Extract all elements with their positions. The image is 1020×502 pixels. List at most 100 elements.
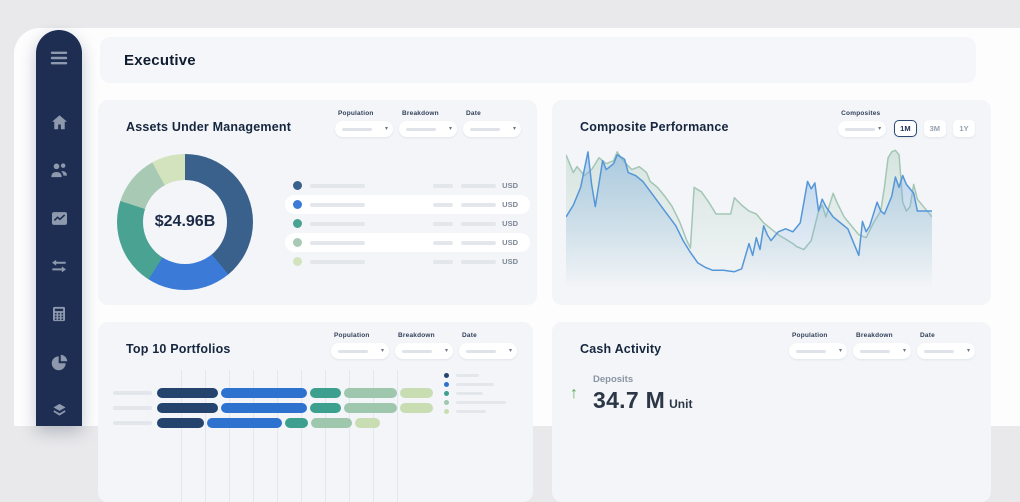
- portfolio-bars-chart[interactable]: [113, 388, 523, 433]
- portfolio-legend: [444, 371, 506, 416]
- series-color-dot: [293, 181, 302, 190]
- bar-segment[interactable]: [310, 403, 341, 413]
- chevron-down-icon: ▾: [512, 126, 516, 132]
- filter-select-composites[interactable]: ▾: [838, 121, 887, 137]
- portfolio-row: [113, 418, 523, 428]
- sidebar-item-clients[interactable]: [47, 158, 71, 182]
- filter-select-breakdown[interactable]: ▾: [395, 343, 453, 359]
- filter-select-population[interactable]: ▾: [335, 121, 393, 137]
- series-color-dot: [293, 200, 302, 209]
- bar-segment[interactable]: [310, 418, 353, 428]
- sidebar-item-performance[interactable]: [47, 206, 71, 230]
- deposits-metric: ↑ Deposits 34.7 M Unit: [570, 374, 692, 414]
- sidebar: [36, 30, 82, 426]
- top10-filters: Population ▾ Breakdown ▾ Date ▾: [331, 332, 517, 359]
- filter-label-population: Population: [792, 332, 828, 339]
- sidebar-item-transactions[interactable]: [47, 254, 71, 278]
- users-icon: [49, 160, 69, 180]
- select-placeholder: [796, 349, 826, 353]
- filter-select-population[interactable]: ▾: [789, 343, 847, 359]
- filter-select-population[interactable]: ▾: [331, 343, 389, 359]
- filter-select-date[interactable]: ▾: [459, 343, 517, 359]
- select-placeholder: [845, 127, 876, 131]
- filter-label-date: Date: [462, 332, 477, 339]
- asset-row: USD: [285, 195, 530, 214]
- aum-filters: Population ▾ Breakdown ▾ Date ▾: [335, 110, 521, 137]
- currency-label: USD: [502, 257, 518, 266]
- filter-select-date[interactable]: ▾: [917, 343, 975, 359]
- chevron-down-icon: ▾: [838, 348, 842, 354]
- metric-label: Deposits: [593, 374, 634, 385]
- sidebar-item-allocation[interactable]: [47, 350, 71, 374]
- bar-segment[interactable]: [399, 403, 434, 413]
- filter-label-breakdown: Breakdown: [398, 332, 435, 339]
- chevron-down-icon: ▾: [384, 126, 388, 132]
- bar-segment[interactable]: [355, 418, 381, 428]
- portfolio-name-placeholder: [113, 421, 152, 425]
- legend-item: [444, 407, 506, 416]
- bar-segment[interactable]: [221, 388, 308, 398]
- filter-select-date[interactable]: ▾: [463, 121, 521, 137]
- currency-label: USD: [502, 238, 518, 247]
- card-title-cash: Cash Activity: [580, 342, 662, 356]
- bar-segment[interactable]: [207, 418, 283, 428]
- legend-color-dot: [444, 400, 449, 405]
- sidebar-item-holdings[interactable]: [47, 398, 71, 422]
- bar-segment[interactable]: [343, 388, 397, 398]
- legend-label-placeholder: [456, 401, 506, 404]
- filter-label-breakdown: Breakdown: [402, 110, 439, 117]
- bar-segment[interactable]: [399, 388, 434, 398]
- bar-segment[interactable]: [157, 403, 219, 413]
- legend-color-dot: [444, 373, 449, 378]
- select-placeholder: [860, 349, 890, 353]
- sidebar-item-home[interactable]: [47, 110, 71, 134]
- card-composite-performance: Composite Performance Composites ▾ 1M 3M 1Y: [552, 100, 991, 305]
- layers-icon: [50, 401, 69, 420]
- bar-segment[interactable]: [221, 403, 308, 413]
- legend-label-placeholder: [456, 392, 483, 395]
- chevron-down-icon: ▾: [444, 348, 448, 354]
- sidebar-item-menu[interactable]: [47, 46, 71, 70]
- asset-amount-placeholder: [461, 183, 497, 188]
- legend-label-placeholder: [456, 374, 479, 377]
- transfer-arrows-icon: [49, 256, 69, 276]
- currency-label: USD: [502, 219, 518, 228]
- card-top-10-portfolios: Top 10 Portfolios Population ▾ Breakdown ▾ D…: [98, 322, 533, 502]
- aum-donut-chart[interactable]: $24.96B: [117, 154, 253, 290]
- filter-label-date: Date: [920, 332, 935, 339]
- asset-name-placeholder: [310, 240, 365, 245]
- chevron-down-icon: ▾: [878, 126, 882, 132]
- bar-segment[interactable]: [285, 418, 308, 428]
- filter-select-breakdown[interactable]: ▾: [853, 343, 911, 359]
- asset-name-placeholder: [310, 259, 365, 264]
- bar-segment[interactable]: [157, 388, 219, 398]
- filter-label-date: Date: [466, 110, 481, 117]
- metric-unit: Unit: [669, 397, 693, 411]
- portfolio-row: [113, 388, 523, 398]
- bar-segment[interactable]: [343, 403, 397, 413]
- asset-row: USD: [285, 176, 530, 195]
- bar-segment[interactable]: [157, 418, 205, 428]
- currency-label: USD: [502, 181, 518, 190]
- asset-value-placeholder: [433, 240, 454, 245]
- legend-label-placeholder: [456, 383, 494, 386]
- legend-item: [444, 380, 506, 389]
- currency-label: USD: [502, 200, 518, 209]
- range-button-3m[interactable]: 3M: [923, 120, 946, 137]
- up-arrow-icon: ↑: [570, 385, 578, 402]
- chevron-down-icon: ▾: [508, 348, 512, 354]
- composite-line-chart[interactable]: [566, 140, 932, 288]
- filter-select-breakdown[interactable]: ▾: [399, 121, 457, 137]
- sidebar-item-calculator[interactable]: [47, 302, 71, 326]
- chevron-down-icon: ▾: [380, 348, 384, 354]
- select-placeholder: [338, 349, 368, 353]
- portfolio-row: [113, 403, 523, 413]
- select-placeholder: [924, 349, 954, 353]
- asset-value-placeholder: [433, 221, 454, 226]
- range-button-1m[interactable]: 1M: [894, 120, 917, 137]
- legend-color-dot: [444, 391, 449, 396]
- series-color-dot: [293, 219, 302, 228]
- range-button-1y[interactable]: 1Y: [953, 120, 975, 137]
- filter-label-breakdown: Breakdown: [856, 332, 893, 339]
- bar-segment[interactable]: [310, 388, 341, 398]
